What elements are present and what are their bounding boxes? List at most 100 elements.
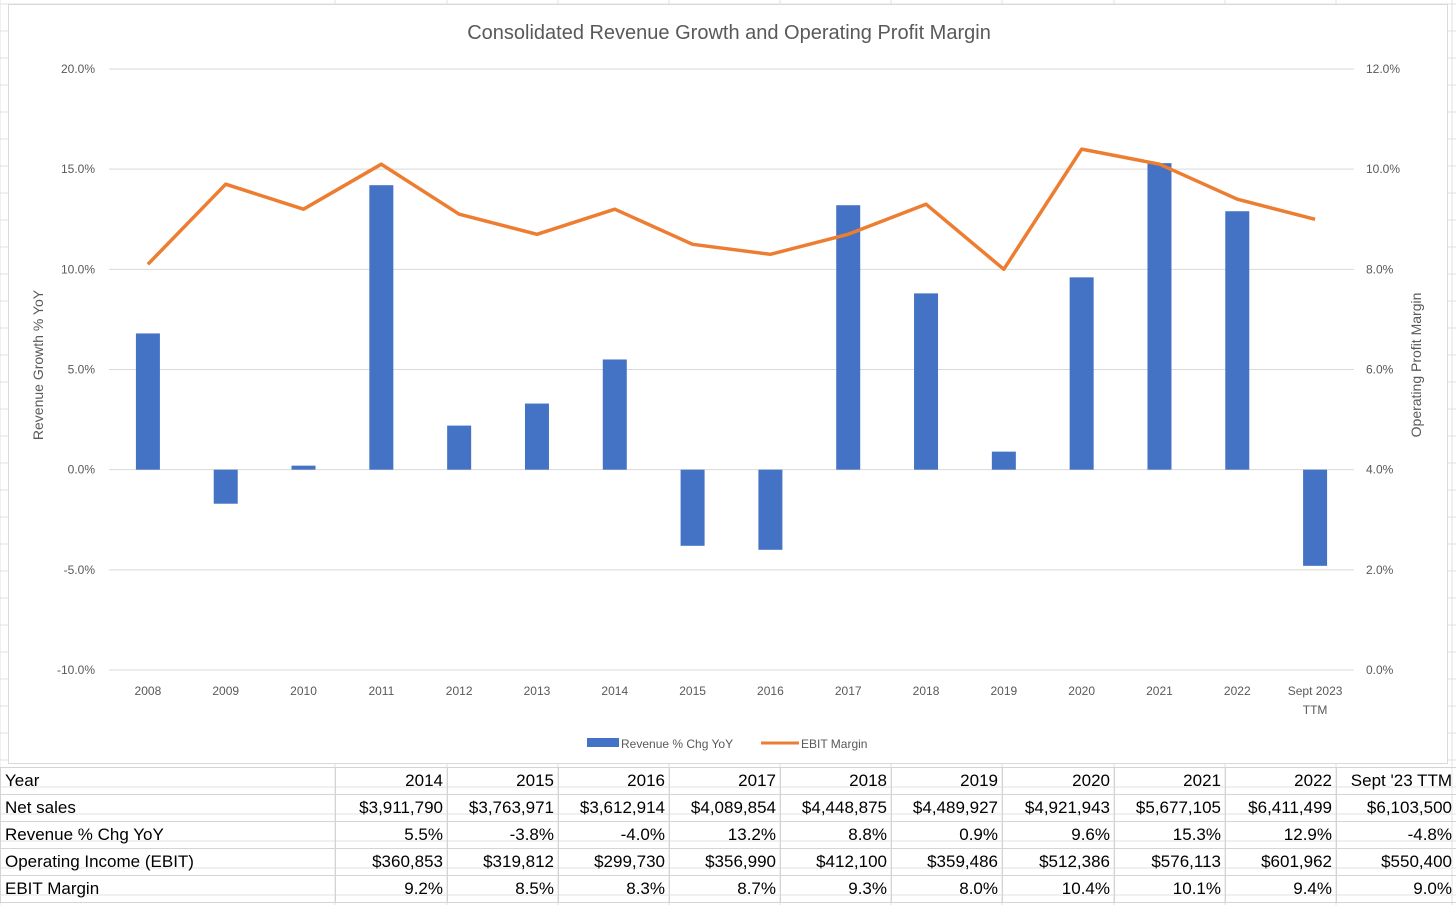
table-cell[interactable]: $4,921,943	[1002, 794, 1115, 822]
table-row: Revenue % Chg YoY 5.5% -3.8% -4.0% 13.2% 8.8%…	[0, 821, 1456, 849]
left-tick-label: 0.0%	[68, 463, 96, 477]
left-tick-label: 10.0%	[61, 262, 95, 276]
table-cell[interactable]: 9.6%	[1002, 821, 1115, 849]
chart: Consolidated Revenue Growth and Operatin…	[30, 22, 1424, 751]
table-cell[interactable]: $359,486	[891, 848, 1003, 876]
table-cell[interactable]: $3,612,914	[558, 794, 670, 822]
table-cell[interactable]: Sept '23 TTM	[1336, 767, 1456, 795]
table-row: EBIT Margin 9.2% 8.5% 8.3% 8.7% 9.3% 8.0% 10.4%…	[0, 875, 1456, 903]
row-label[interactable]: Revenue % Chg YoY	[0, 821, 336, 849]
left-tick-label: 15.0%	[61, 162, 95, 176]
table-cell[interactable]: $356,990	[669, 848, 781, 876]
data-table: Year 2014 2015 2016 2017 2018 2019 2020 2021 2022…	[0, 767, 1456, 903]
table-cell[interactable]: 13.2%	[669, 821, 781, 849]
chart-title: Consolidated Revenue Growth and Operatin…	[467, 22, 991, 44]
ebit-margin-series	[146, 147, 1316, 272]
legend-label-revenue: Revenue % Chg YoY	[621, 737, 733, 751]
x-tick-label: 2010	[290, 684, 317, 698]
revenue-bar-2015	[680, 469, 705, 546]
table-cell[interactable]: 10.1%	[1114, 875, 1226, 903]
right-tick-label: 0.0%	[1366, 663, 1394, 677]
table-row: Operating Income (EBIT) $360,853 $319,812 $…	[0, 848, 1456, 876]
table-cell[interactable]: 8.3%	[558, 875, 670, 903]
table-cell[interactable]: $4,448,875	[780, 794, 892, 822]
table-cell[interactable]: -4.0%	[558, 821, 670, 849]
revenue-bar-2018	[914, 293, 939, 470]
right-axis-ticks: 12.0% 10.0% 8.0% 6.0% 4.0% 2.0% 0.0%	[1366, 62, 1400, 677]
table-cell[interactable]: 2022	[1225, 767, 1337, 795]
left-tick-label: 20.0%	[61, 62, 95, 76]
table-cell[interactable]: 10.4%	[1002, 875, 1115, 903]
table-cell[interactable]: 9.4%	[1225, 875, 1337, 903]
legend-swatch-revenue	[587, 738, 619, 747]
revenue-bar-2013	[524, 403, 549, 470]
table-cell[interactable]: -3.8%	[447, 821, 559, 849]
legend: Revenue % Chg YoY EBIT Margin	[587, 737, 867, 751]
revenue-bar-2021	[1147, 163, 1172, 470]
table-cell[interactable]: 8.7%	[669, 875, 781, 903]
table-cell[interactable]: $3,763,971	[447, 794, 559, 822]
x-tick-label: 2020	[1068, 684, 1095, 698]
table-cell[interactable]: 2017	[669, 767, 781, 795]
revenue-bar-2009	[213, 469, 238, 504]
x-tick-label: 2017	[835, 684, 862, 698]
row-label[interactable]: Operating Income (EBIT)	[0, 848, 336, 876]
revenue-bar-sept-2023-ttm	[1303, 469, 1328, 566]
table-cell[interactable]: 2015	[447, 767, 559, 795]
table-cell[interactable]: 2021	[1114, 767, 1226, 795]
table-cell[interactable]: $360,853	[335, 848, 448, 876]
table-cell[interactable]: $4,089,854	[669, 794, 781, 822]
x-tick-label: 2009	[212, 684, 239, 698]
table-cell[interactable]: 9.0%	[1336, 875, 1456, 903]
table-cell[interactable]: $299,730	[558, 848, 670, 876]
table-cell[interactable]: $3,911,790	[335, 794, 448, 822]
table-cell[interactable]: 2014	[335, 767, 448, 795]
table-cell[interactable]: -4.8%	[1336, 821, 1456, 849]
revenue-bar-2014	[602, 359, 627, 470]
table-cell[interactable]: $4,489,927	[891, 794, 1003, 822]
table-cell[interactable]: $512,386	[1002, 848, 1115, 876]
revenue-bar-2017	[836, 205, 861, 470]
table-cell[interactable]: 2018	[780, 767, 892, 795]
revenue-bars	[135, 163, 1328, 566]
table-cell[interactable]: $6,411,499	[1225, 794, 1337, 822]
table-cell[interactable]: 8.8%	[780, 821, 892, 849]
table-cell[interactable]: $5,677,105	[1114, 794, 1226, 822]
table-cell[interactable]: 2016	[558, 767, 670, 795]
table-cell[interactable]: $412,100	[780, 848, 892, 876]
left-axis-ticks: 20.0% 15.0% 10.0% 5.0% 0.0% -5.0% -10.0%	[57, 62, 95, 677]
table-cell[interactable]: $576,113	[1114, 848, 1226, 876]
revenue-bar-2019	[991, 451, 1016, 470]
table-cell[interactable]: 2020	[1002, 767, 1115, 795]
table-cell[interactable]: 9.2%	[335, 875, 448, 903]
right-tick-label: 6.0%	[1366, 363, 1394, 377]
table-cell[interactable]: 2019	[891, 767, 1003, 795]
table-cell[interactable]: 9.3%	[780, 875, 892, 903]
table-cell[interactable]: $319,812	[447, 848, 559, 876]
x-tick-label: 2018	[913, 684, 940, 698]
table-cell[interactable]: 0.9%	[891, 821, 1003, 849]
row-label[interactable]: EBIT Margin	[0, 875, 336, 903]
x-tick-label: 2014	[601, 684, 628, 698]
table-cell[interactable]: $6,103,500	[1336, 794, 1456, 822]
row-label[interactable]: Year	[0, 767, 336, 795]
x-tick-label: 2016	[757, 684, 784, 698]
revenue-bar-2011	[369, 185, 394, 470]
legend-label-ebit: EBIT Margin	[801, 737, 867, 751]
right-tick-label: 10.0%	[1366, 162, 1400, 176]
table-cell[interactable]: 15.3%	[1114, 821, 1226, 849]
row-label[interactable]: Net sales	[0, 794, 336, 822]
revenue-bar-2008	[135, 333, 160, 470]
table-cell[interactable]: $601,962	[1225, 848, 1337, 876]
chart-area[interactable]: Consolidated Revenue Growth and Operatin…	[8, 4, 1448, 764]
table-cell[interactable]: 12.9%	[1225, 821, 1337, 849]
x-tick-label: 2012	[446, 684, 473, 698]
left-tick-label: -5.0%	[64, 563, 96, 577]
table-cell[interactable]: 8.0%	[891, 875, 1003, 903]
x-tick-label: 2019	[990, 684, 1017, 698]
left-tick-label: -10.0%	[57, 663, 95, 677]
table-cell[interactable]: 8.5%	[447, 875, 559, 903]
table-cell[interactable]: 5.5%	[335, 821, 448, 849]
x-tick-label: 2008	[135, 684, 162, 698]
table-cell[interactable]: $550,400	[1336, 848, 1456, 876]
